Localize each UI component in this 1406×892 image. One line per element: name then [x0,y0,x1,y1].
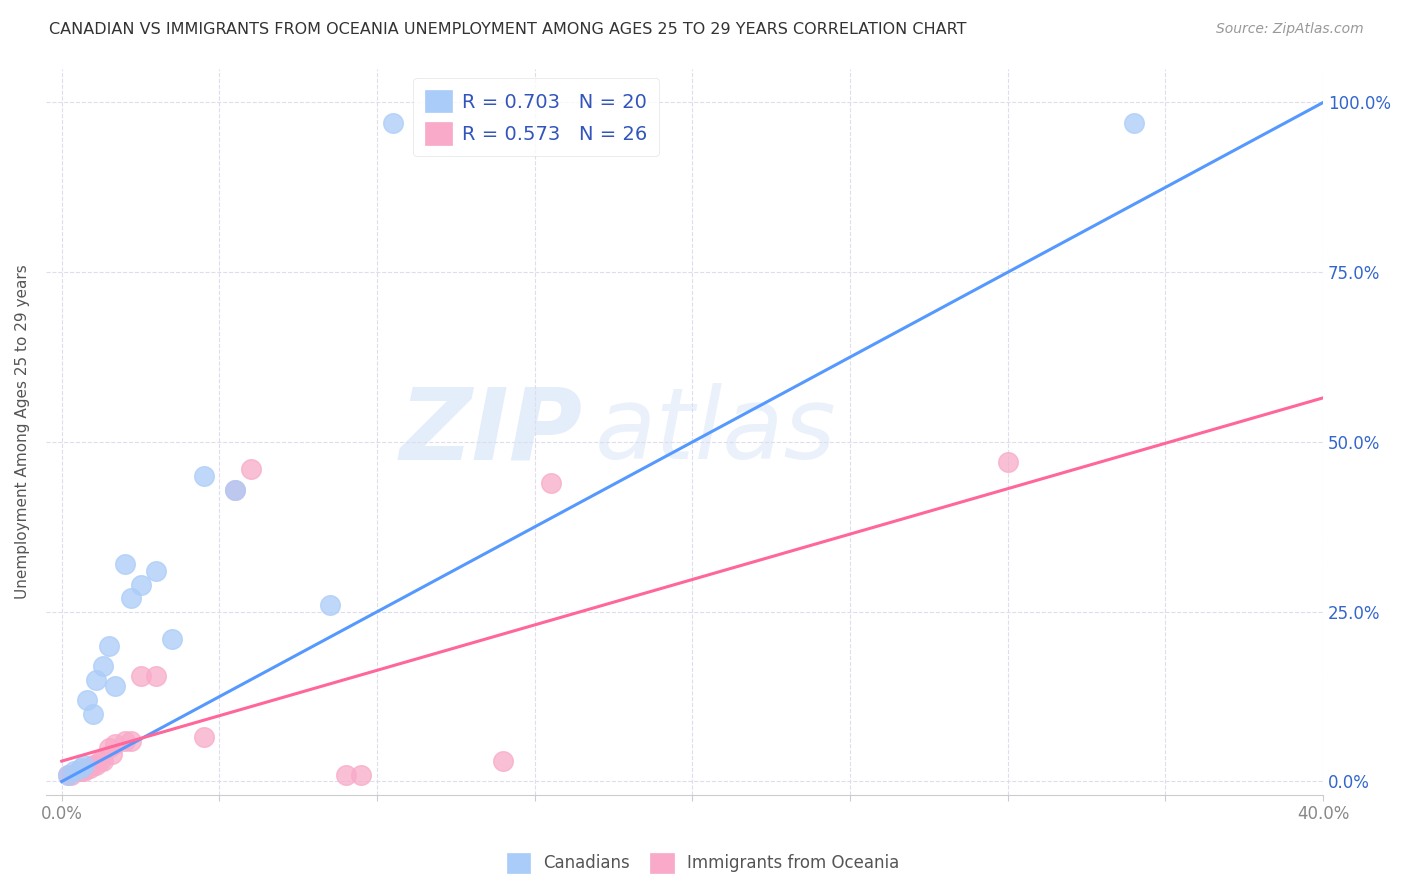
Point [56,767,79,781]
Point [91,754,114,768]
Point [79,761,101,775]
Point [66,764,89,779]
Point [82,757,104,772]
Point [239,462,262,476]
Point [89,754,111,768]
Point [76,761,98,775]
Point [98,639,121,653]
Point [997,455,1019,469]
Text: Source: ZipAtlas.com: Source: ZipAtlas.com [1216,22,1364,37]
Point [160,632,183,646]
Point [76,693,98,707]
Point [86,757,108,772]
Point [193,469,215,483]
Point [492,754,515,768]
Point [540,475,562,490]
Point [101,747,124,762]
Point [98,740,121,755]
Point [56,767,79,781]
Point [145,564,167,578]
Point [381,116,404,130]
Text: CANADIAN VS IMMIGRANTS FROM OCEANIA UNEMPLOYMENT AMONG AGES 25 TO 29 YEARS CORRE: CANADIAN VS IMMIGRANTS FROM OCEANIA UNEM… [49,22,967,37]
Y-axis label: Unemployment Among Ages 25 to 29 years: Unemployment Among Ages 25 to 29 years [15,264,30,599]
Point [69,761,91,775]
Legend: R = 0.703   N = 20, R = 0.573   N = 26: R = 0.703 N = 20, R = 0.573 N = 26 [413,78,659,156]
Point [73,764,96,779]
Point [91,659,114,673]
Point [335,767,357,781]
Point [104,680,127,694]
Point [69,764,91,779]
Point [82,706,104,721]
Text: atlas: atlas [595,384,837,480]
Point [120,733,142,747]
Point [120,591,142,606]
Text: ZIP: ZIP [399,384,582,480]
Point [224,483,246,497]
Legend: Canadians, Immigrants from Oceania: Canadians, Immigrants from Oceania [501,847,905,880]
Point [86,673,108,687]
Point [129,577,152,591]
Point [114,558,136,572]
Point [145,669,167,683]
Point [114,733,136,747]
Point [319,598,342,612]
Point [224,483,246,497]
Point [129,669,152,683]
Point [73,757,96,772]
Point [193,731,215,745]
Point [63,764,86,779]
Point [104,737,127,751]
Point [60,767,83,781]
Point [1122,116,1144,130]
Point [350,767,373,781]
